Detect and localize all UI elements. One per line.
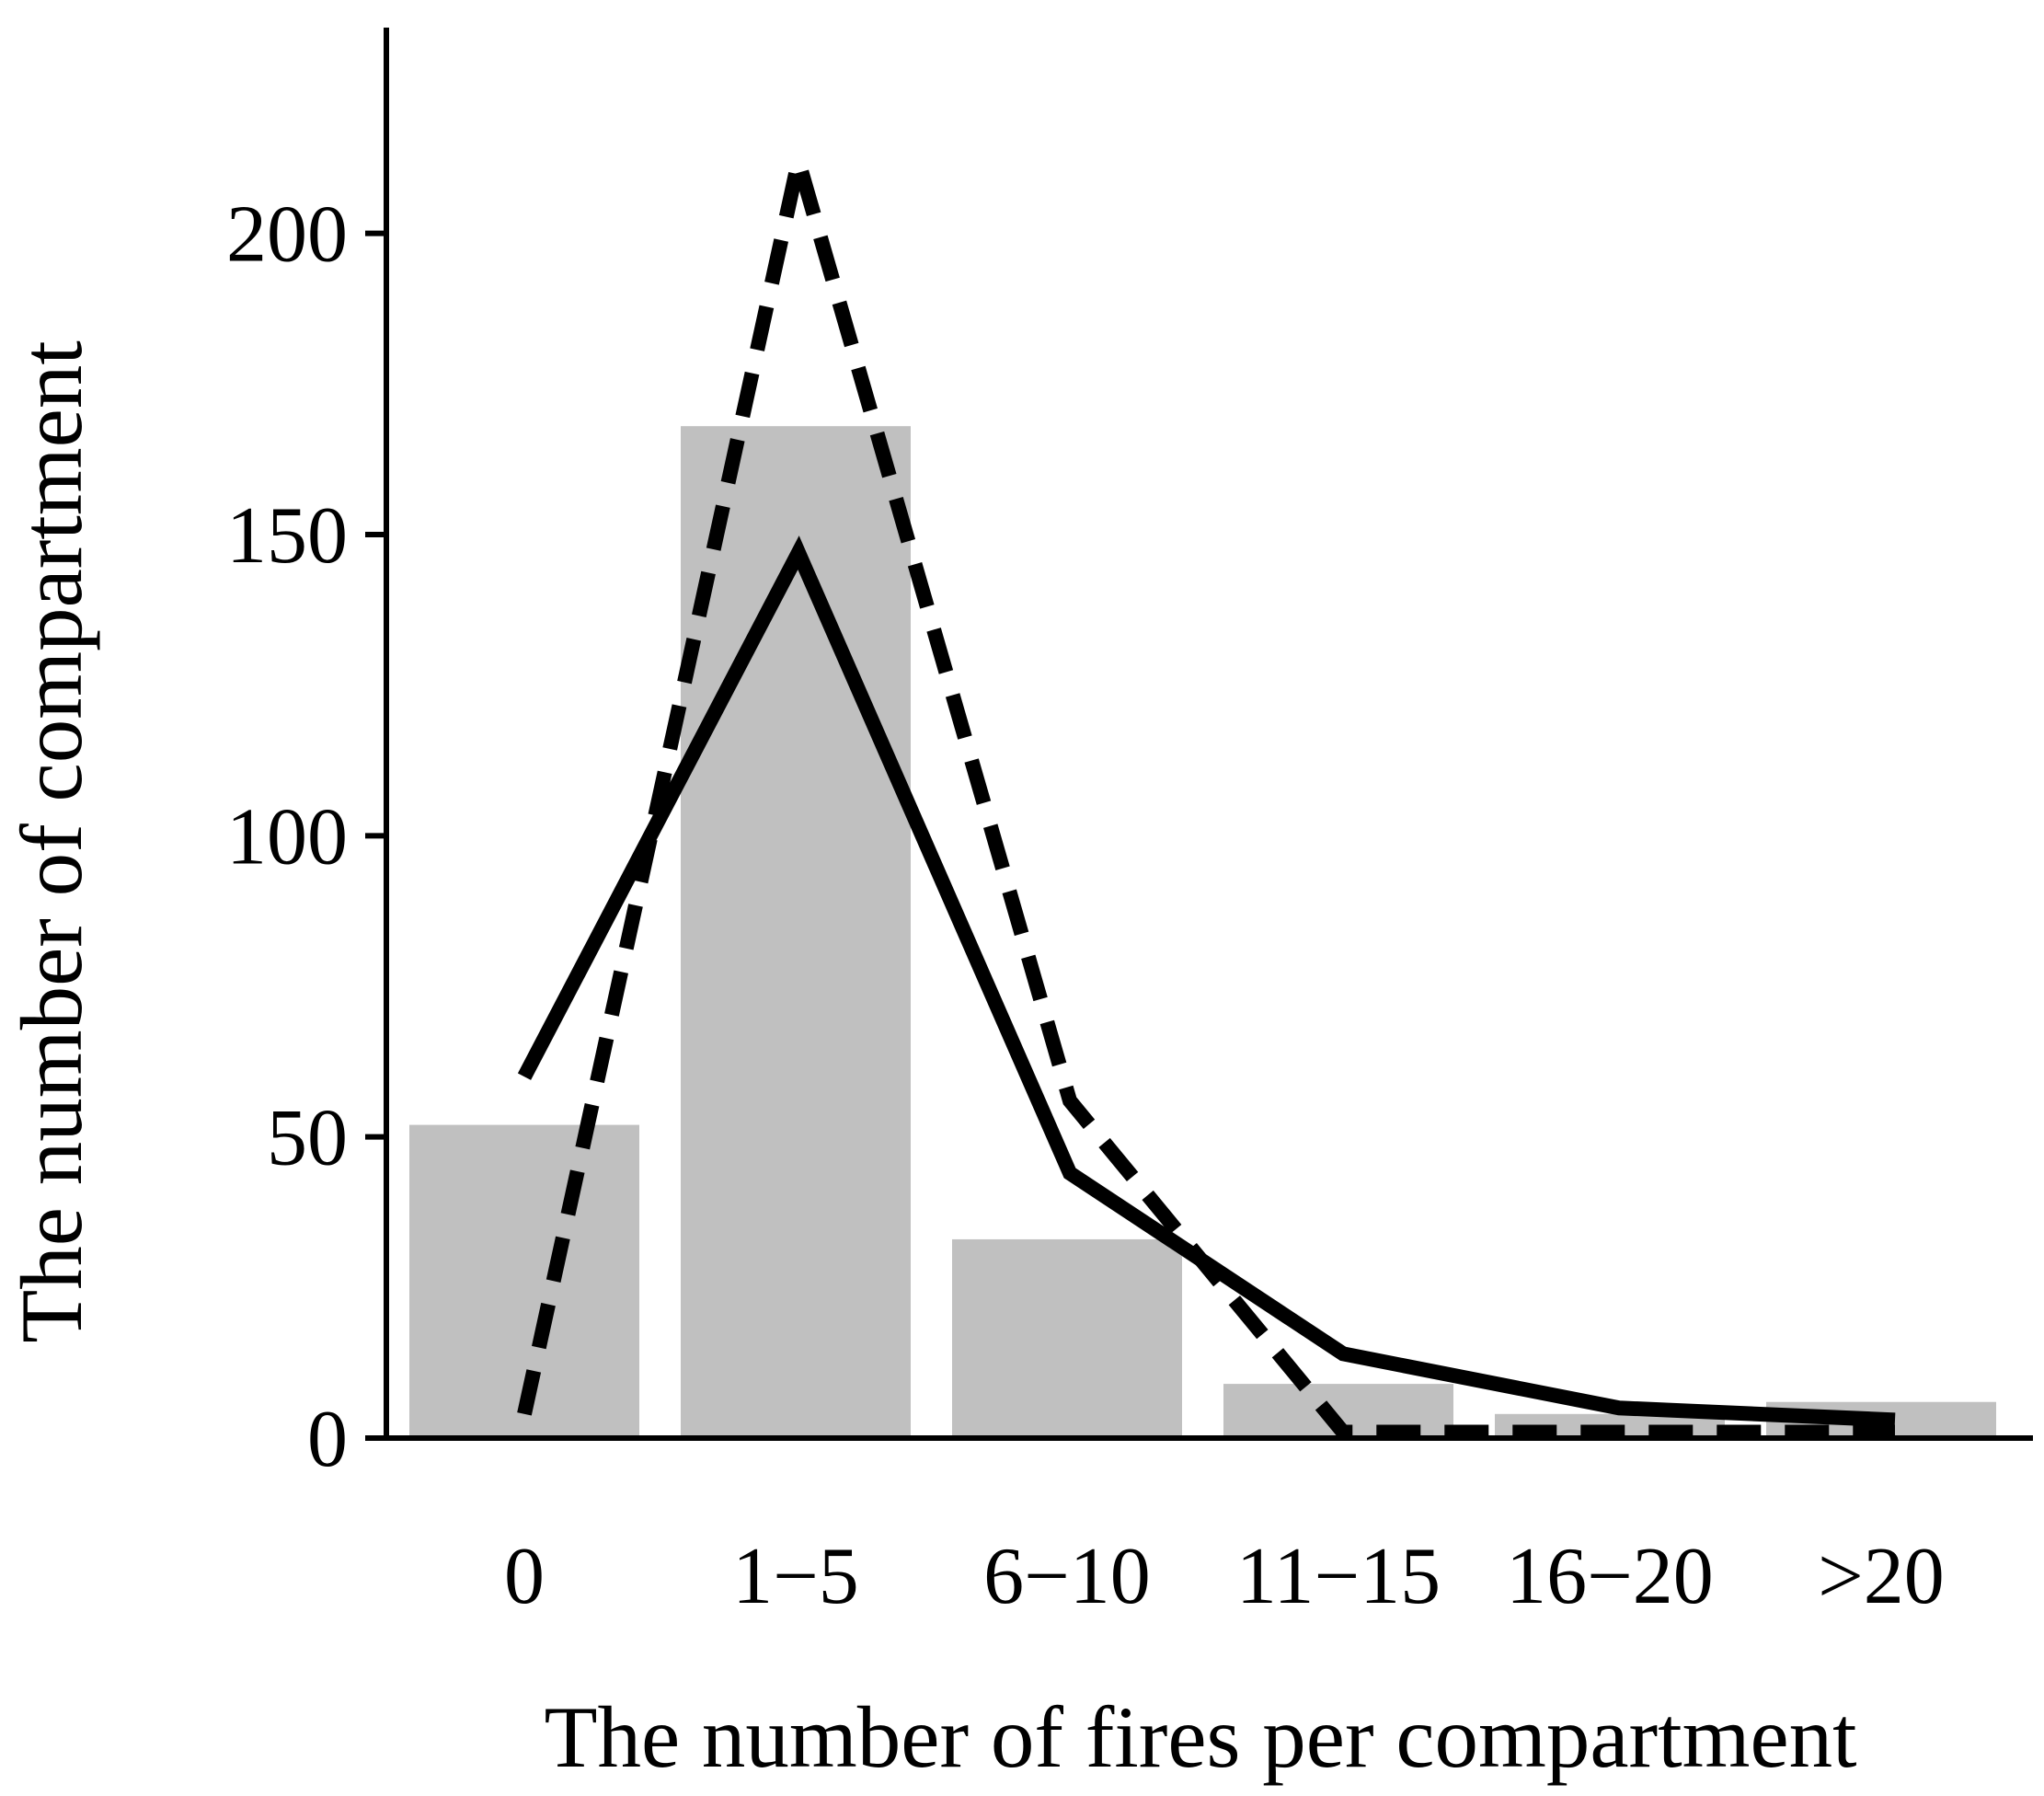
x-axis-title: The number of fires per compartment xyxy=(544,1688,1856,1786)
bar-1 xyxy=(681,426,911,1438)
y-ticks: 0 50 100 150 200 xyxy=(226,190,386,1484)
bar-2 xyxy=(952,1238,1182,1438)
y-tick-label-2: 100 xyxy=(226,792,348,881)
x-tick-label-4: 16−20 xyxy=(1506,1532,1714,1621)
x-tick-label-0: 0 xyxy=(504,1532,545,1621)
y-tick-label-0: 0 xyxy=(307,1395,348,1484)
series-line-dashed xyxy=(517,158,1895,1440)
x-tick-label-1: 1−5 xyxy=(732,1532,859,1621)
x-tick-label-2: 6−10 xyxy=(983,1532,1151,1621)
y-tick-label-1: 50 xyxy=(267,1094,348,1183)
axes-layer xyxy=(365,28,2033,1441)
bars-layer xyxy=(409,426,1996,1438)
y-tick-label-4: 200 xyxy=(226,190,348,280)
x-ticks: 0 1−5 6−10 11−15 16−20 >20 xyxy=(504,1532,1945,1621)
y-axis-title: The number of compartment xyxy=(3,340,100,1343)
lines-layer xyxy=(517,158,1896,1440)
x-tick-label-5: >20 xyxy=(1818,1532,1945,1621)
y-tick-label-3: 150 xyxy=(226,491,348,581)
x-tick-label-3: 11−15 xyxy=(1236,1532,1441,1621)
